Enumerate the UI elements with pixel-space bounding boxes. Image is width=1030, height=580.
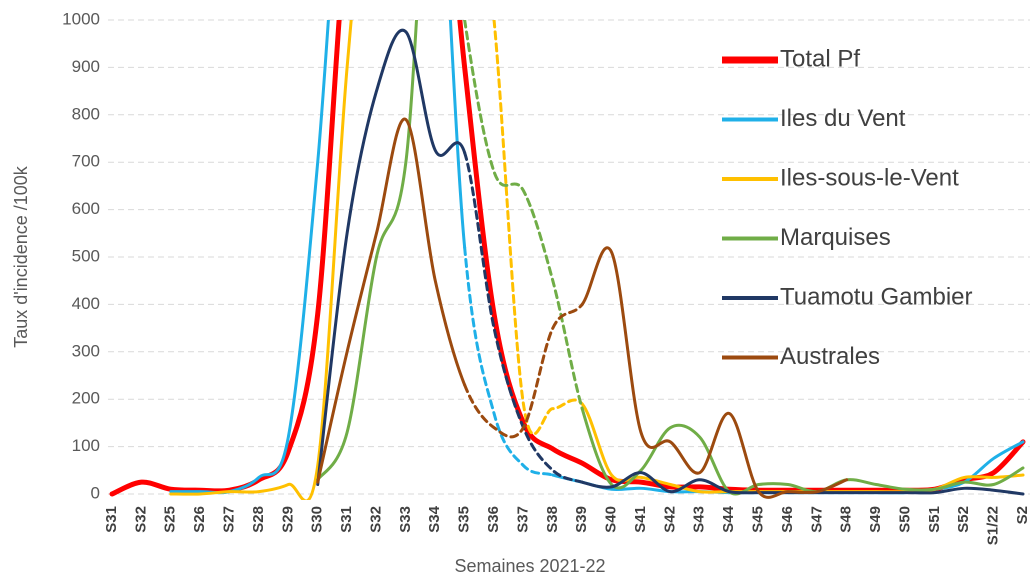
x-tick-label: S32 (132, 506, 149, 533)
y-tick-label: 200 (72, 389, 100, 408)
y-tick-label: 800 (72, 104, 100, 123)
legend-label: Total Pf (780, 45, 860, 72)
x-tick-label: S26 (191, 506, 208, 533)
y-tick-label: 400 (72, 294, 100, 313)
x-tick-label: S42 (661, 506, 678, 533)
y-tick-label: 300 (72, 341, 100, 360)
x-tick-label: S1/22 (985, 506, 1002, 545)
x-tick-label: S32 (367, 506, 384, 533)
series-line (463, 151, 584, 484)
x-axis-title: Semaines 2021-22 (454, 556, 605, 576)
x-tick-label: S45 (749, 506, 766, 533)
x-tick-label: S31 (103, 506, 120, 533)
x-tick-label: S40 (603, 506, 620, 533)
x-tick-label: S49 (867, 506, 884, 533)
y-tick-label: 700 (72, 152, 100, 171)
x-tick-label: S25 (162, 506, 179, 533)
series-line (492, 20, 584, 436)
x-tick-label: S31 (338, 506, 355, 533)
x-tick-label: S48 (838, 506, 855, 533)
legend-label: Australes (780, 343, 880, 370)
series-line (316, 20, 467, 482)
x-tick-label: S51 (926, 506, 943, 533)
x-tick-label: S27 (221, 506, 238, 533)
x-tick-label: S33 (397, 506, 414, 533)
x-tick-label: S29 (279, 506, 296, 533)
series-line (169, 20, 496, 500)
legend-label: Tuamotu Gambier (780, 283, 973, 310)
series-line (316, 28, 467, 487)
x-tick-label: S39 (573, 506, 590, 533)
x-tick-label: S35 (456, 506, 473, 533)
series-line (463, 20, 584, 411)
x-tick-label: S28 (250, 506, 267, 533)
y-axis-title: Taux d'incidence /100k (11, 165, 31, 348)
series-line (580, 407, 1025, 496)
legend-label: Iles-sous-le-Vent (780, 164, 959, 191)
x-tick-label: S34 (426, 505, 443, 532)
series-line (316, 117, 467, 484)
x-tick-label: S47 (808, 506, 825, 533)
x-tick-label: S52 (955, 506, 972, 533)
y-tick-label: 0 (91, 483, 100, 502)
x-tick-label: S41 (632, 506, 649, 533)
y-tick-label: 600 (72, 199, 100, 218)
y-tick-label: 100 (72, 436, 100, 455)
x-tick-label: S44 (720, 505, 737, 532)
series-line (580, 246, 849, 499)
plot-area (109, 20, 1026, 500)
x-tick-label: S50 (896, 506, 913, 533)
y-tick-label: 500 (72, 246, 100, 265)
series-line (169, 20, 467, 495)
y-tick-label: 1000 (62, 9, 100, 28)
series-line (580, 402, 1025, 494)
x-tick-label: S2 (1014, 506, 1030, 524)
x-tick-label: S46 (779, 506, 796, 533)
legend-label: Marquises (780, 224, 891, 251)
x-tick-label: S43 (691, 506, 708, 533)
y-tick-label: 900 (72, 57, 100, 76)
series-line (463, 302, 584, 439)
x-tick-label: S37 (514, 506, 531, 533)
legend-label: Iles du Vent (780, 105, 906, 132)
x-tick-label: S36 (485, 506, 502, 533)
x-tick-label: S38 (544, 506, 561, 533)
x-tick-label: S30 (309, 506, 326, 533)
series-line (463, 246, 555, 477)
